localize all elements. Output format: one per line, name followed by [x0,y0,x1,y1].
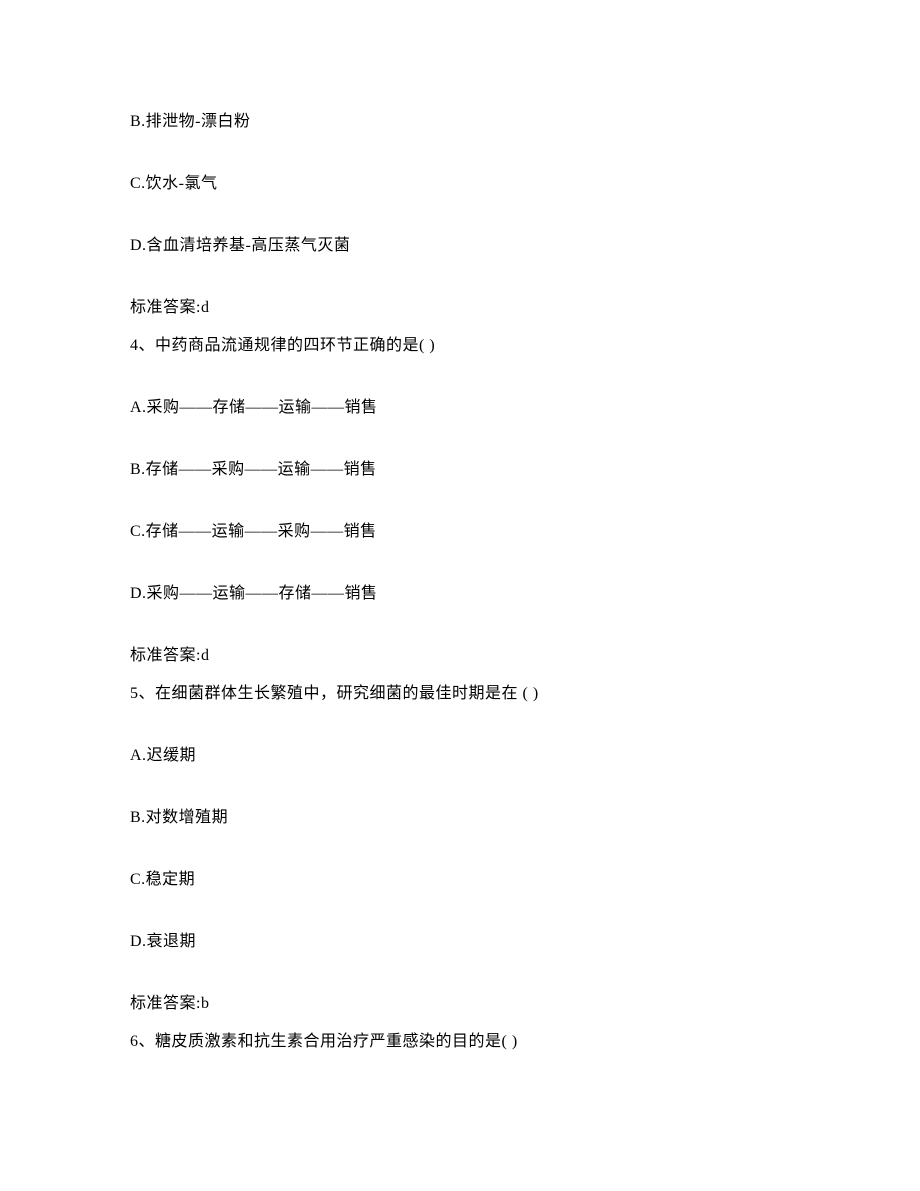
q4-answer: 标准答案:d [130,644,790,668]
q3-option-d: D.含血清培养基-高压蒸气灭菌 [130,234,790,258]
q4-stem: 4、中药商品流通规律的四环节正确的是( ) [130,334,790,358]
q6-stem: 6、糖皮质激素和抗生素合用治疗严重感染的目的是( ) [130,1030,790,1054]
q5-option-c: C.稳定期 [130,868,790,892]
q5-answer: 标准答案:b [130,992,790,1016]
q5-stem: 5、在细菌群体生长繁殖中，研究细菌的最佳时期是在 ( ) [130,682,790,706]
q5-option-d: D.衰退期 [130,930,790,954]
q3-option-c: C.饮水-氯气 [130,172,790,196]
q5-option-b: B.对数增殖期 [130,806,790,830]
q3-option-b: B.排泄物-漂白粉 [130,110,790,134]
q4-option-b: B.存储——采购——运输——销售 [130,458,790,482]
q4-option-a: A.采购——存储——运输——销售 [130,396,790,420]
q5-option-a: A.迟缓期 [130,744,790,768]
q4-option-d: D.采购——运输——存储——销售 [130,582,790,606]
q4-option-c: C.存储——运输——采购——销售 [130,520,790,544]
q3-answer: 标准答案:d [130,296,790,320]
